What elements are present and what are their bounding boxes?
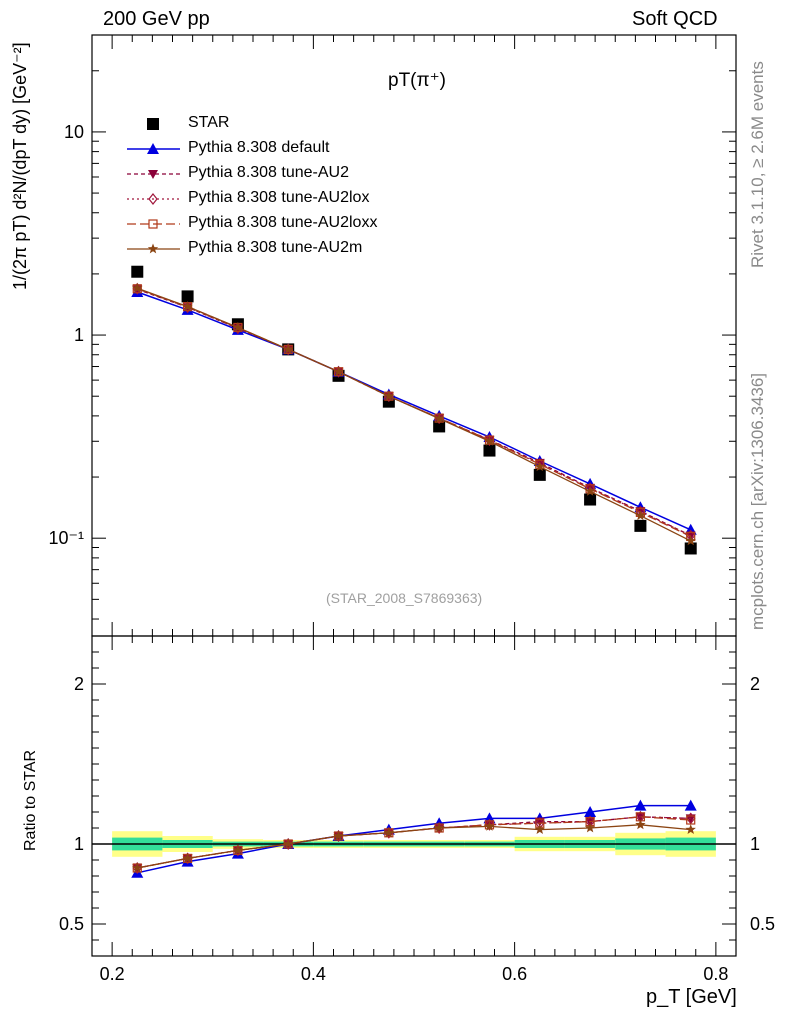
main-series-line-2 — [137, 288, 691, 537]
ratio-point-4 — [132, 862, 143, 873]
ratio-point-0 — [584, 806, 597, 817]
y-tick-label-main: 1 — [74, 325, 84, 345]
header-left: 200 GeV pp — [103, 8, 210, 30]
y-tick-label-main: 10 — [64, 122, 84, 142]
main-point-0 — [131, 265, 144, 278]
header-right: Soft QCD — [632, 8, 718, 30]
legend-marker-3 — [148, 193, 158, 205]
legend-label: STAR — [188, 114, 230, 131]
ratio-point-4 — [484, 820, 495, 831]
main-point-0 — [584, 493, 597, 506]
main-point-5 — [584, 485, 596, 496]
legend-entry: STAR — [120, 112, 440, 136]
ratio-series-group — [131, 799, 697, 878]
y-tick-label-ratio-right: 2 — [750, 674, 760, 694]
x-tick-label: 0.4 — [301, 964, 326, 984]
x-axis-title: p_T [GeV] — [646, 986, 737, 1008]
main-series-line-3 — [137, 288, 691, 537]
legend-marker-2 — [148, 170, 158, 179]
legend-entry: Pythia 8.308 tune-AU2lox — [120, 187, 440, 211]
watermark: (STAR_2008_S7869363) — [326, 590, 483, 606]
ratio-point-2 — [484, 818, 495, 831]
legend-label: Pythia 8.308 default — [188, 139, 330, 156]
y-tick-label-ratio: 0.5 — [59, 914, 84, 934]
ratio-point-4 — [283, 838, 294, 849]
x-tick-label: 0.6 — [502, 964, 527, 984]
main-point-5 — [333, 366, 344, 377]
ratio-point-1 — [534, 817, 545, 827]
main-point-0 — [181, 290, 194, 303]
legend-marker-4 — [148, 219, 158, 229]
main-point-5 — [534, 461, 545, 472]
main-point-0 — [684, 542, 697, 555]
x-tick-label: 0.8 — [703, 964, 728, 984]
main-point-5 — [433, 413, 445, 423]
ratio-point-4 — [383, 827, 395, 838]
ratio-point-0 — [684, 799, 697, 811]
ratio-point-4 — [584, 822, 596, 833]
legend-marker-5 — [147, 243, 159, 254]
ratio-point-3 — [686, 815, 696, 825]
main-point-0 — [483, 444, 496, 457]
ratio-point-4 — [685, 824, 696, 834]
legend-label: Pythia 8.308 tune-AU2m — [188, 239, 363, 256]
main-point-5 — [484, 435, 495, 446]
ratio-point-4 — [534, 824, 545, 834]
main-point-5 — [232, 322, 244, 332]
legend-marker-0 — [147, 118, 159, 130]
ratio-series-line-0 — [137, 804, 691, 874]
y-tick-label-ratio: 2 — [74, 674, 84, 694]
ratio-point-4 — [433, 822, 445, 833]
mcplots-reference: mcplots.cern.ch [arXiv:1306.3436] — [748, 372, 767, 630]
ratio-frame — [91, 635, 737, 957]
rivet-version: Rivet 3.1.10, ≥ 2.6M events — [748, 61, 767, 268]
main-series-group — [131, 265, 697, 555]
main-point-5 — [635, 510, 646, 521]
legend-label: Pythia 8.308 tune-AU2loxx — [188, 214, 378, 231]
ratio-point-0 — [634, 799, 647, 811]
plot-title: pT(π⁺) — [388, 70, 446, 91]
legend-label: Pythia 8.308 tune-AU2 — [188, 164, 349, 181]
ratio-point-4 — [182, 852, 193, 863]
y-tick-label-ratio-right: 1 — [750, 834, 760, 854]
ratio-point-4 — [635, 819, 646, 830]
y-tick-label-ratio-right: 0.5 — [750, 914, 775, 934]
main-point-0 — [634, 519, 647, 532]
y-axis-title-main: 1/(2π pT) d²N/(dpT dy) [GeV⁻²] — [10, 42, 30, 290]
legend-entry: Pythia 8.308 tune-AU2loxx — [120, 212, 440, 236]
axes-group: 0.2 0.4 0.6 0.8 10⁻¹ 1 10 0.5 0.5 1 1 2 2 — [48, 34, 775, 984]
y-tick-label-main: 10⁻¹ — [48, 528, 84, 548]
main-series-line-5 — [137, 287, 691, 542]
main-point-0 — [433, 420, 446, 433]
legend-entry: Pythia 8.308 default — [120, 137, 440, 161]
x-tick-label: 0.2 — [100, 964, 125, 984]
legend-markers — [127, 118, 180, 254]
main-point-5 — [283, 343, 294, 354]
ratio-point-4 — [232, 844, 244, 855]
legend-label: Pythia 8.308 tune-AU2lox — [188, 189, 370, 206]
main-point-5 — [685, 535, 696, 546]
y-axis-title-ratio: Ratio to STAR — [22, 749, 39, 851]
ratio-point-4 — [333, 830, 344, 841]
legend-entry: Pythia 8.308 tune-AU2 — [120, 162, 440, 186]
y-tick-label-ratio: 1 — [74, 834, 84, 854]
main-point-5 — [132, 282, 143, 293]
main-series-line-1 — [137, 291, 692, 531]
ratio-series-line-4 — [137, 824, 691, 869]
legend-marker-1 — [147, 143, 159, 154]
main-point-0 — [533, 468, 546, 481]
legend-entry: Pythia 8.308 tune-AU2m — [120, 237, 440, 261]
main-point-5 — [182, 301, 193, 312]
main-point-5 — [383, 390, 395, 401]
